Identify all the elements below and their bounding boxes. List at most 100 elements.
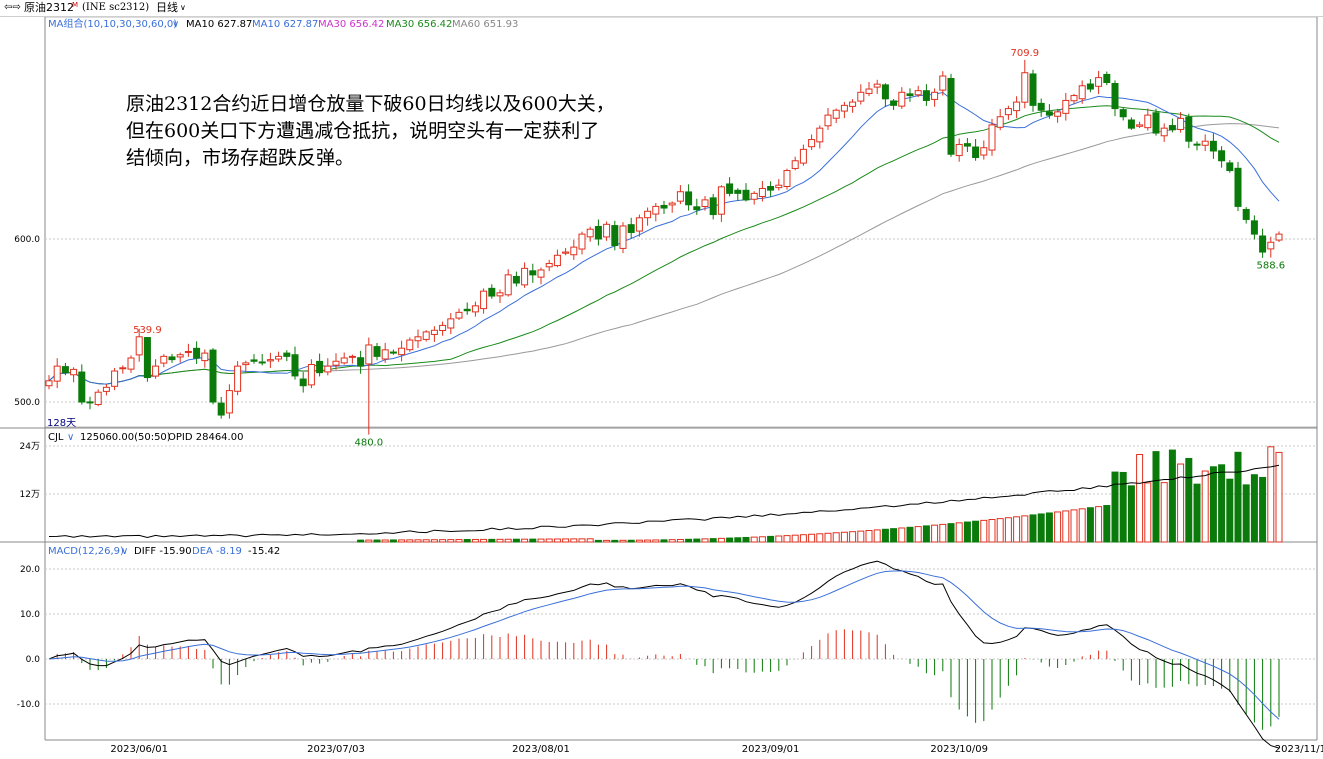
candle-up [668, 202, 676, 206]
chevron-down-icon[interactable]: ∨ [121, 546, 128, 557]
vol-bar [480, 538, 488, 543]
vol-bar [455, 539, 463, 543]
candle-down [1127, 119, 1135, 129]
price-annotation: 539.9 [133, 325, 162, 336]
candle-up [340, 357, 348, 364]
vol-bar [660, 539, 668, 543]
candle-up [840, 104, 848, 112]
candle-up [758, 187, 766, 198]
vol-bar [586, 538, 594, 543]
candle-up [955, 143, 963, 157]
vol-bar [1226, 478, 1234, 543]
candle-up [857, 91, 865, 102]
candle-up [266, 359, 274, 362]
vol-bar [1144, 482, 1152, 543]
ma-group-label[interactable]: MA组合(10,10,30,30,60,0) [48, 17, 177, 30]
contract-code: (INE sc2312) [82, 2, 150, 13]
candle-down [1086, 83, 1094, 90]
vol-bar [545, 538, 553, 543]
vol-bar [1086, 507, 1094, 543]
vol-bar [996, 518, 1004, 543]
vol-bar [898, 527, 906, 543]
chevron-down-icon[interactable]: ∨ [172, 19, 179, 30]
kline-chart[interactable]: MA组合(10,10,30,30,60,0) ∨ MA10 627.87 MA1… [0, 17, 1323, 759]
vol-bar [1054, 511, 1062, 543]
vol-bar [1045, 512, 1053, 543]
candle-up [45, 380, 53, 387]
candle-down [299, 378, 307, 387]
vol-bar [635, 539, 643, 543]
candle-up [365, 344, 373, 365]
candle-up [275, 355, 283, 360]
candle-up [1095, 77, 1103, 87]
candle-up [324, 365, 332, 373]
vol-tick-label: 24万 [20, 442, 40, 452]
vol-value: 125060.00(50:50) [80, 432, 171, 443]
vol-bar [701, 538, 709, 543]
vol-bar [922, 525, 930, 543]
vol-bar [767, 535, 775, 543]
vol-bar [562, 538, 570, 543]
candle-down [906, 93, 914, 97]
candle-down [61, 366, 69, 374]
vol-bar [1193, 483, 1201, 543]
candle-down [1119, 109, 1127, 118]
candle-up [1078, 85, 1086, 100]
candle-up [455, 311, 463, 319]
vol-bar [832, 532, 840, 543]
vol-bar [750, 536, 758, 543]
candle-up [791, 160, 799, 169]
candle-up [553, 254, 561, 267]
vol-bar [521, 538, 529, 543]
candle-down [512, 275, 520, 284]
vol-bar [931, 524, 939, 543]
candle-down [283, 352, 291, 357]
vol-bar [512, 538, 520, 543]
macd-name[interactable]: MACD(12,26,9) [48, 546, 124, 557]
vol-bar [447, 539, 455, 543]
candle-up [816, 127, 824, 143]
vol-bar [1250, 474, 1258, 543]
candle-down [258, 361, 266, 364]
vol-bar [914, 526, 922, 543]
diff-line [48, 560, 1280, 749]
vol-bar [652, 539, 660, 543]
ma-value-1: MA10 627.87 [186, 19, 252, 30]
vol-name[interactable]: CJL [48, 432, 64, 443]
candle-down [1045, 111, 1053, 116]
candle-down [881, 84, 889, 100]
candle-down [1029, 73, 1037, 106]
vol-bar [1275, 451, 1283, 543]
candle-down [1168, 125, 1176, 131]
candle-up [1070, 95, 1078, 102]
candle-up [799, 148, 807, 164]
vol-bar [504, 538, 512, 543]
chevron-down-icon[interactable]: ∨ [67, 432, 74, 443]
ma-value-3: MA30 656.42 [318, 19, 384, 30]
symbol-name[interactable]: 原油2312 [24, 1, 74, 14]
candle-up [348, 355, 356, 358]
candle-down [1193, 143, 1201, 146]
period-selector[interactable]: 日线 [156, 1, 178, 14]
vol-bar [668, 539, 676, 543]
vol-bar [939, 523, 947, 543]
annotation-line-2: 但在600关口下方遭遇减仓抵抗，说明空头有一定获利了 [126, 120, 599, 142]
candle-up [332, 360, 340, 366]
vol-bar [357, 539, 365, 543]
menu-arrows-icon[interactable]: ⇦⇨ [4, 2, 21, 13]
candle-up [381, 349, 389, 360]
chevron-down-icon[interactable]: ∨ [180, 3, 186, 12]
vol-bar [1021, 515, 1029, 543]
candle-up [102, 386, 110, 392]
vol-bar [594, 539, 602, 543]
candle-down [250, 359, 258, 362]
candle-up [430, 329, 438, 335]
annotation-line-3: 结倾向，市场存超跌反弹。 [126, 147, 354, 169]
vol-bar [742, 536, 750, 543]
vol-tick-label: 12万 [20, 490, 40, 500]
vol-bar [857, 530, 865, 543]
candle-up [750, 192, 758, 200]
vol-bar [1078, 508, 1086, 543]
candle-up [119, 367, 127, 370]
candle-up [775, 184, 783, 189]
